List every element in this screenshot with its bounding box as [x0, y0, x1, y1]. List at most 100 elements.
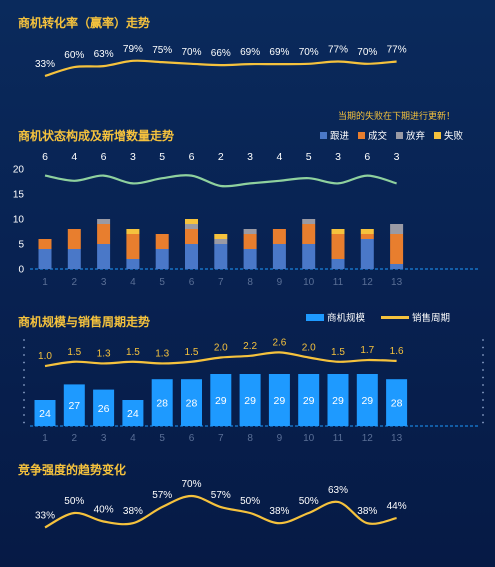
competition-data-label: 70%: [181, 480, 201, 490]
bar-follow: [38, 249, 52, 269]
bar-follow: [185, 244, 198, 269]
bar-follow: [214, 244, 228, 269]
conversion-data-label: 63%: [94, 49, 114, 60]
scale-bar: [122, 400, 144, 426]
scale-bar: [239, 374, 261, 426]
new-count-label: 6: [101, 151, 107, 163]
scale-left-dot: [23, 414, 25, 416]
status-y-tick: 5: [18, 240, 24, 251]
bar-follow: [97, 244, 111, 269]
scale-bar-label: 24: [127, 408, 139, 420]
scale-left-dot: [23, 346, 25, 349]
scale-bar: [151, 379, 173, 426]
new-count-line: [44, 174, 397, 188]
failure-note: 当期的失败在下期进行更新！: [338, 111, 456, 121]
scale-bar: [356, 374, 378, 426]
scale-bar-label: 29: [215, 395, 227, 407]
legend-scale: 商机规模: [306, 310, 365, 324]
scale-x-tick: 10: [303, 433, 315, 444]
bar-follow: [67, 249, 81, 269]
status-chart-title: 商机状态构成及新增数量走势: [18, 129, 175, 143]
competition-data-label: 57%: [211, 490, 231, 501]
bar-follow: [126, 259, 140, 269]
legend-lost-swatch: [434, 131, 442, 139]
new-count-label: 6: [42, 151, 48, 163]
scale-bar: [298, 374, 320, 426]
status-x-tick: 6: [189, 277, 195, 288]
new-count-label: 4: [71, 151, 77, 163]
bar-abandon: [214, 239, 228, 244]
scale-right-dot: [482, 361, 484, 364]
scale-left-dot: [23, 376, 25, 379]
scale-chart-title: 商机规模与销售周期走势: [18, 315, 151, 329]
conversion-data-label: 77%: [387, 44, 407, 55]
scale-x-tick: 1: [42, 433, 48, 444]
scale-bar: [181, 379, 202, 426]
competition-data-label: 38%: [123, 506, 143, 517]
status-x-tick: 10: [303, 277, 315, 288]
scale-cycle-chart: 24 1 27 2 26 3 24 4 28 5 28 6 29 7 29 8 29 9 29 10 29 11 29 12 2…: [23, 337, 484, 444]
scale-right-dot: [482, 354, 484, 356]
competition-data-label: 50%: [64, 496, 84, 507]
status-legend: 跟进 成交 放弃 失败: [320, 128, 463, 142]
status-x-tick: 9: [277, 277, 283, 288]
conversion-data-label: 70%: [181, 47, 201, 58]
scale-x-tick: 13: [391, 433, 403, 444]
scale-left-dot: [23, 384, 25, 386]
scale-left-dot: [23, 421, 25, 424]
scale-bar-label: 28: [186, 398, 198, 410]
cycle-data-label: 1.5: [185, 347, 199, 358]
conversion-rate-title: 商机转化率（赢率）走势: [18, 16, 151, 30]
legend-deal-label: 成交: [368, 131, 388, 142]
status-x-tick: 5: [159, 277, 165, 288]
scale-right-dot: [482, 391, 484, 394]
status-x-tick: 7: [218, 277, 224, 288]
legend-cycle-label: 销售周期: [412, 313, 451, 324]
scale-bar: [327, 374, 349, 426]
legend-deal-swatch: [358, 131, 366, 139]
competition-data-label: 38%: [357, 506, 377, 517]
conversion-data-label: 75%: [152, 45, 172, 56]
scale-bar-label: 29: [361, 395, 373, 407]
new-count-label: 2: [218, 151, 224, 163]
status-y-tick: 0: [18, 265, 24, 276]
conversion-data-label: 33%: [35, 59, 55, 70]
competition-data-label: 44%: [387, 501, 407, 512]
scale-bar-label: 27: [68, 400, 80, 412]
scale-left-dot: [23, 406, 25, 409]
competition-chart: 33% 50% 40% 38% 57% 70% 57% 50% 38% 50% 63% 38% 44%: [35, 480, 407, 529]
status-x-tick: 11: [333, 277, 344, 288]
scale-bar: [63, 384, 85, 426]
competition-data-label: 38%: [269, 506, 289, 517]
scale-bar-label: 24: [39, 408, 51, 420]
scale-right-dot: [482, 346, 484, 349]
new-count-label: 5: [159, 151, 165, 163]
bar-lost: [214, 234, 228, 239]
scale-x-tick: 11: [333, 433, 344, 444]
bar-abandon: [185, 224, 198, 229]
bar-deal: [126, 234, 140, 259]
competition-title: 竞争强度的趋势变化: [18, 463, 127, 477]
scale-x-tick: 6: [189, 433, 195, 444]
legend-lost: 失败: [434, 128, 463, 142]
bar-abandon: [390, 224, 404, 234]
legend-abandon-label: 放弃: [406, 131, 426, 142]
scale-right-dot: [482, 384, 484, 386]
competition-data-label: 63%: [328, 485, 348, 496]
conversion-data-label: 79%: [123, 44, 143, 55]
cycle-data-label: 1.7: [360, 345, 374, 356]
scale-left-dot: [23, 369, 25, 371]
bar-follow: [390, 264, 404, 269]
bar-follow: [302, 244, 316, 269]
bar-deal: [185, 229, 198, 244]
new-count-label: 6: [364, 151, 370, 163]
conversion-data-label: 70%: [299, 47, 319, 58]
bar-deal: [302, 224, 316, 244]
cycle-data-label: 1.3: [155, 348, 169, 359]
legend-scale-label: 商机规模: [327, 313, 366, 324]
scale-left-dot: [23, 391, 25, 394]
cycle-data-label: 1.6: [390, 346, 404, 357]
cycle-data-label: 1.5: [67, 347, 81, 358]
cycle-data-label: 1.3: [97, 348, 111, 359]
